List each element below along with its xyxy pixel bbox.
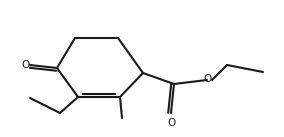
Text: O: O bbox=[22, 60, 30, 70]
Text: O: O bbox=[203, 73, 211, 83]
Text: O: O bbox=[167, 118, 175, 128]
